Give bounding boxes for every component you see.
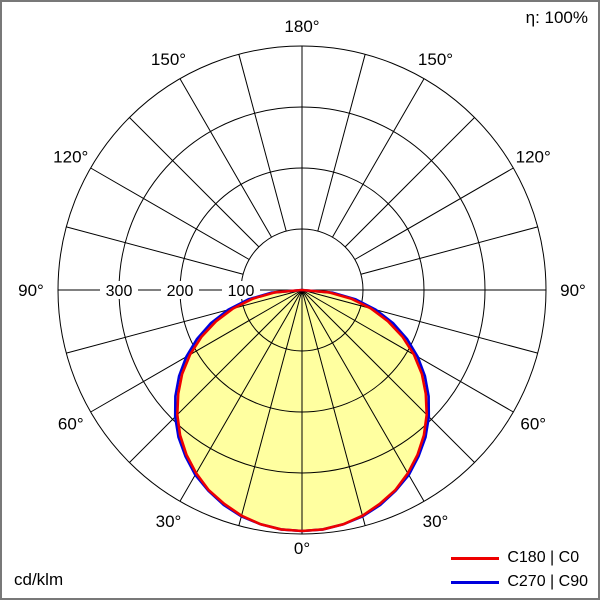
legend-item-c0: C180 | C0 [451, 549, 579, 567]
legend-item-c90: C270 | C90 [451, 573, 588, 591]
legend-line-c0 [451, 556, 500, 560]
grid-radial-bottom-l45 [129, 289, 303, 463]
grid-radial-bottom-l75 [66, 289, 303, 354]
angle-label-30-left: 30° [156, 512, 182, 531]
angle-label-90-left: 90° [18, 281, 44, 300]
grid-radial-bottom-r75 [301, 289, 538, 354]
angle-label-90-right: 90° [560, 281, 586, 300]
grid-radial-bottom-l15 [238, 289, 303, 526]
grid-radial-bottom-r15 [301, 289, 366, 526]
radial-tick-bg-100 [222, 281, 260, 299]
grid-radial-top-l45 [129, 117, 260, 248]
grid-radial-top-r60 [354, 167, 514, 260]
grid-radial-bottom-l60 [90, 289, 303, 413]
grid-radial-top-r15 [317, 54, 366, 232]
grid-radial-bottom-l30 [179, 289, 303, 502]
angle-label-60-right: 60° [520, 415, 546, 434]
radial-tick-label-200: 200 [167, 283, 194, 300]
grid-radial-top-l15 [238, 54, 287, 232]
curve-c180-c0 [175, 288, 429, 533]
angle-label-60-left: 60° [58, 415, 84, 434]
angle-label-120-right: 120° [516, 148, 551, 167]
radial-tick-label-100: 100 [228, 283, 255, 300]
legend-label-c0: C180 | C0 [507, 549, 580, 566]
radial-tick-label-300: 300 [106, 283, 133, 300]
angle-label-120-left: 120° [53, 148, 88, 167]
angle-label-180: 180° [284, 17, 319, 36]
angle-label-150-left: 150° [151, 50, 186, 69]
grid-radial-top-l30 [179, 78, 272, 238]
grid-radial-top-l75 [66, 226, 244, 275]
radial-tick-bg-200 [161, 281, 199, 299]
grid-radial-top-l60 [90, 167, 250, 260]
grid-radial-bottom-r45 [301, 289, 475, 463]
grid-radial-bottom-r30 [301, 289, 425, 502]
legend: C180 | C0 C270 | C90 [451, 549, 588, 591]
angle-label-150-right: 150° [418, 50, 453, 69]
grid-radial-bottom-r60 [301, 289, 514, 413]
angle-label-0: 0° [294, 539, 310, 558]
legend-line-c90 [451, 580, 500, 584]
legend-label-c90: C270 | C90 [507, 573, 588, 590]
unit-label: cd/klm [14, 570, 64, 589]
radial-tick-bg-300 [100, 281, 138, 299]
grid-radial-top-r75 [360, 226, 538, 275]
efficiency-label: η: 100% [525, 8, 588, 27]
grid-radial-top-r45 [344, 117, 475, 248]
angle-label-30-right: 30° [423, 512, 449, 531]
grid-radial-top-r30 [332, 78, 425, 238]
